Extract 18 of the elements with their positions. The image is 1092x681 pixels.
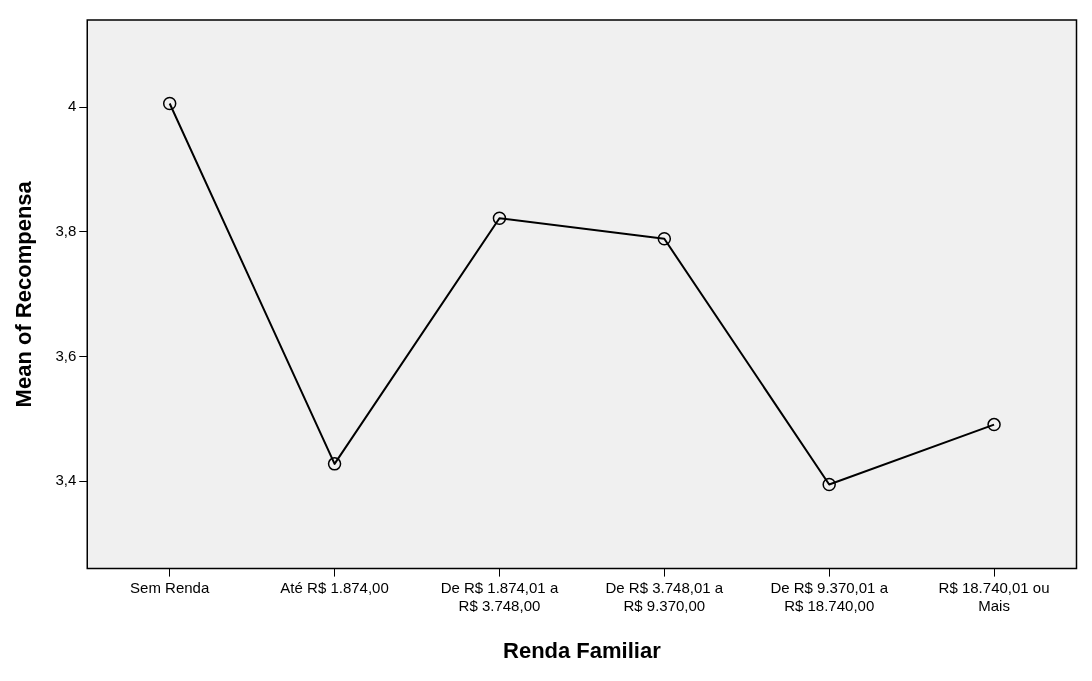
x-tick-label: De R$ 9.370,01 a R$ 18.740,00 <box>770 578 889 614</box>
point <box>657 232 672 246</box>
point <box>492 211 507 225</box>
point <box>162 96 177 111</box>
x-tick-label: De R$ 1.874,01 a R$ 3.748,00 <box>440 578 559 614</box>
y-tick-label: 3,4 <box>55 471 77 489</box>
point <box>987 417 1001 432</box>
y-axis-title: Mean of Recompensa <box>11 180 37 408</box>
point <box>327 457 342 471</box>
x-axis-title: Renda Familiar <box>503 637 662 663</box>
x-tick-label: De R$ 3.748,01 a R$ 9.370,00 <box>605 578 724 614</box>
point <box>822 477 836 492</box>
x-tick-label: R$ 18.740,01 ou Mais <box>938 578 1050 614</box>
x-tick-label: Sem Renda <box>130 578 210 596</box>
y-tick-label: 3,8 <box>55 222 77 240</box>
x-tick-label: Até R$ 1.874,00 <box>280 578 389 596</box>
y-tick-label: 4 <box>67 97 77 115</box>
y-tick-label: 3,6 <box>55 346 77 364</box>
